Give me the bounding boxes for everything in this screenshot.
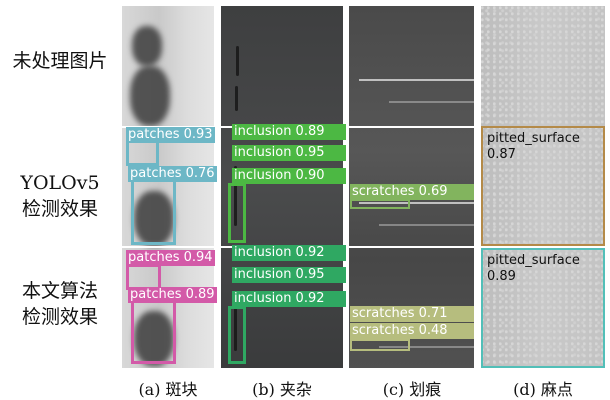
tag-inclusion-ours: inclusion 0.95	[232, 267, 346, 283]
row-label-yolov5-line2: 检测效果	[21, 198, 98, 220]
bbox-pitted-ours	[481, 248, 605, 368]
separator	[122, 246, 214, 248]
caption-inclusion: (b) 夹杂	[252, 380, 312, 399]
tag-patches-ours: patches 0.89	[128, 287, 217, 303]
row-label-yolov5-line1: YOLOv5	[20, 172, 100, 194]
tag-pitted-label: pitted_surface	[487, 131, 580, 146]
tag-pitted-score: 0.87	[487, 147, 516, 162]
separator	[349, 246, 474, 248]
tag-patches-ours: patches 0.94	[126, 250, 215, 266]
scratch-line	[359, 79, 474, 81]
row-label-unprocessed: 未处理图片	[12, 50, 108, 72]
caption-patches: (a) 斑块	[138, 380, 198, 399]
scratch-line	[389, 101, 474, 103]
row-label-ours: 本文算法 检测效果	[0, 278, 120, 330]
patch-blob-top	[132, 26, 162, 66]
bbox-pitted	[481, 126, 605, 246]
tag-inclusion-ours: inclusion 0.92	[232, 291, 346, 307]
separator	[349, 126, 474, 128]
bbox-scratches-ours	[350, 339, 410, 351]
inclusion-streak	[236, 46, 239, 76]
caption-scratches: (c) 划痕	[382, 380, 442, 399]
bbox-inclusion-ours	[228, 306, 246, 364]
tag-patches: patches 0.93	[126, 127, 215, 143]
panel-patches-column	[122, 6, 214, 368]
caption-pitted: (d) 麻点	[513, 380, 573, 399]
patch-blob-body-3	[134, 311, 174, 366]
bbox-patches-ours	[131, 296, 176, 364]
bbox-patches	[131, 175, 176, 245]
tag-inclusion: inclusion 0.89	[232, 124, 346, 140]
patch-blob-body-2	[134, 191, 174, 246]
tag-scratches-ours: scratches 0.71	[350, 306, 474, 322]
row-label-ours-line2: 检测效果	[21, 306, 98, 328]
tag-inclusion-ours: inclusion 0.92	[232, 245, 346, 261]
row-label-yolov5: YOLOv5 检测效果	[0, 170, 120, 222]
tag-scratches-ours: scratches 0.48	[350, 323, 474, 339]
tag-patches: patches 0.76	[128, 166, 217, 182]
tag-scratches: scratches 0.69	[350, 184, 474, 200]
tag-pitted-ours: pitted_surface 0.89	[485, 253, 582, 285]
tag-pitted-ours-score: 0.89	[487, 269, 516, 284]
inclusion-streak	[234, 166, 237, 226]
panel-pitted-column	[481, 6, 605, 368]
scratch-line	[359, 202, 474, 204]
tag-inclusion: inclusion 0.90	[232, 168, 346, 184]
separator	[481, 246, 605, 248]
inclusion-streak	[234, 291, 237, 351]
tag-pitted: pitted_surface 0.87	[485, 131, 582, 163]
scratch-line	[379, 224, 474, 226]
bbox-scratches	[350, 199, 410, 209]
inclusion-streak	[235, 86, 238, 111]
patch-blob-body-1	[130, 66, 170, 126]
tag-inclusion: inclusion 0.95	[232, 145, 346, 161]
bbox-inclusion	[228, 183, 246, 243]
row-label-ours-line1: 本文算法	[21, 280, 98, 302]
tag-pitted-ours-label: pitted_surface	[487, 253, 580, 268]
scratch-line	[379, 346, 474, 348]
bbox-patches	[126, 140, 159, 166]
